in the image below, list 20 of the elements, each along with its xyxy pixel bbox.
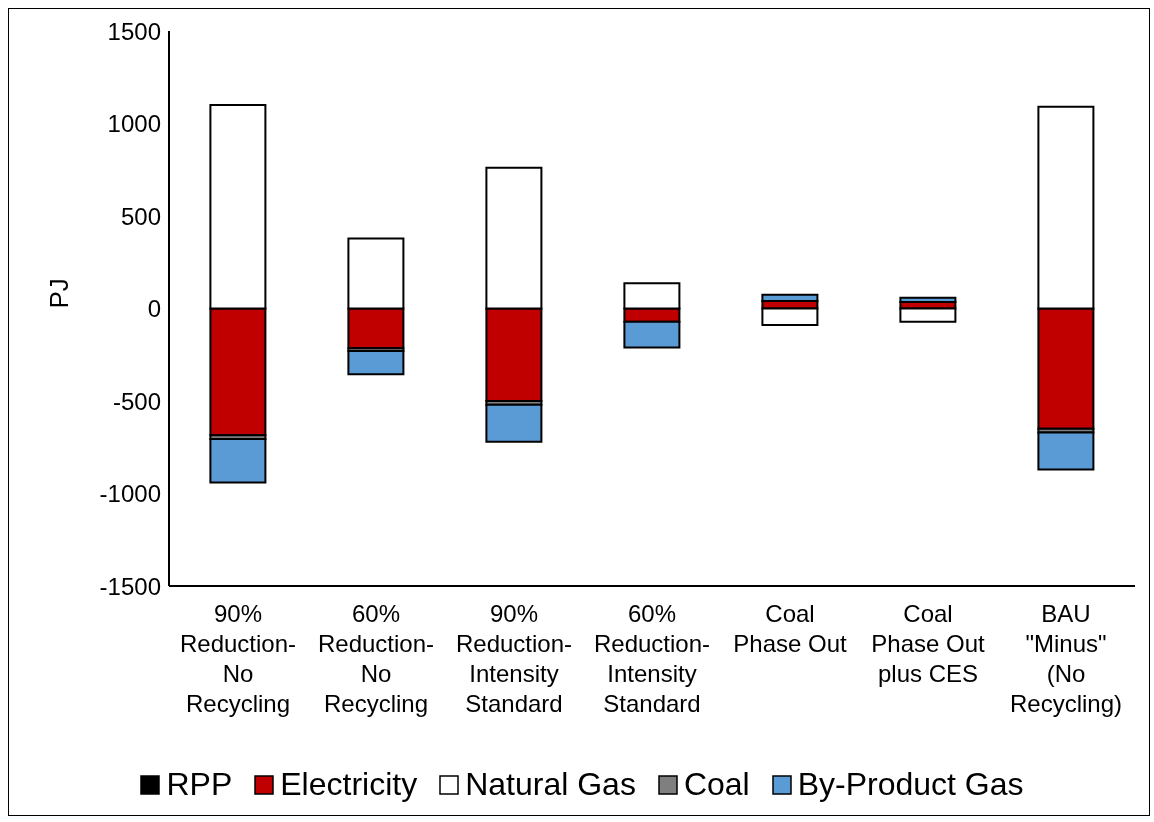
y-tick-label: 500 [120, 202, 161, 230]
y-tick-label: -1000 [99, 480, 161, 508]
y-axis-title: PJ [44, 278, 75, 309]
legend-label: RPP [166, 766, 233, 803]
x-tick-label: 60% Reduction- No Recycling [317, 600, 435, 717]
x-tick-label: 90% Reduction- Intensity Standard [455, 600, 573, 717]
x-tick-label: BAU "Minus" (No Recycling) [1009, 600, 1123, 717]
y-tick-label: 1500 [107, 17, 161, 45]
y-tick-label: -500 [112, 387, 161, 415]
x-tick-label: 90% Reduction- No Recycling [179, 600, 297, 717]
y-tick-label: 1000 [107, 110, 161, 138]
legend-label: By-Product Gas [797, 766, 1024, 803]
y-tick-label: -1500 [99, 572, 161, 600]
x-tick-label: Coal Phase Out plus CES [871, 600, 986, 687]
x-tick-label: 60% Reduction- Intensity Standard [593, 600, 711, 717]
x-tick-label: Coal Phase Out [733, 600, 848, 657]
legend-label: Coal [683, 766, 750, 803]
legend-label: Electricity [280, 766, 418, 803]
legend-label: Natural Gas [465, 766, 636, 803]
y-tick-label: 0 [147, 295, 161, 323]
